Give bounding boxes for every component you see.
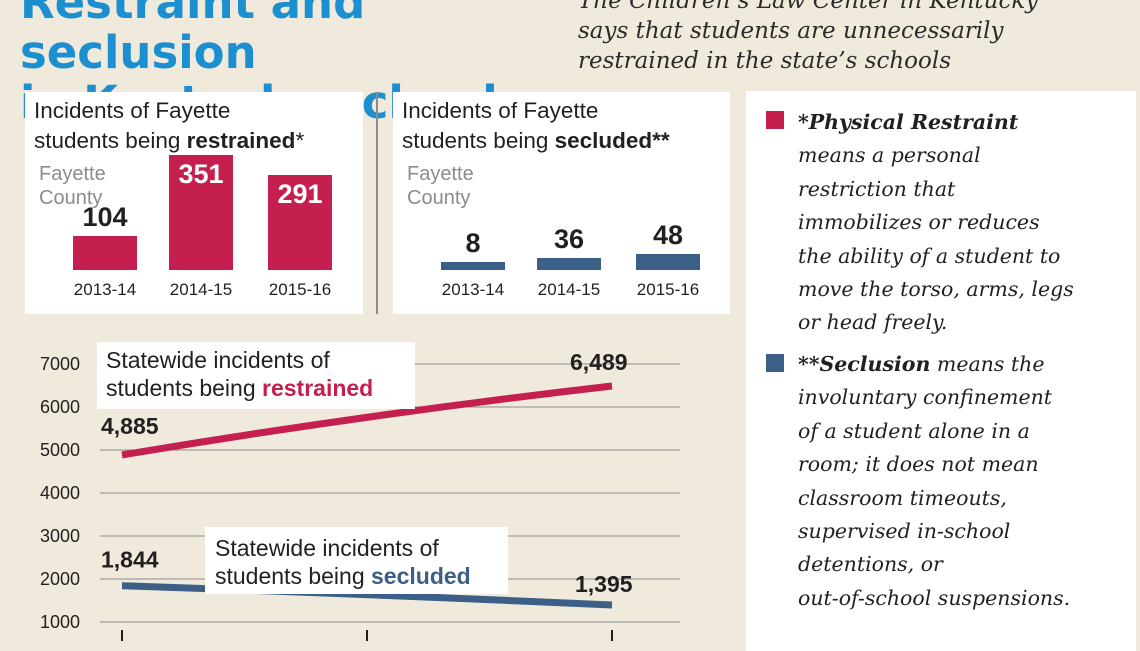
seclusion-start-value-label: 1,844 (101, 547, 159, 573)
seclusion-category-label: 2015-16 (636, 280, 700, 299)
subtitle-line-1: The Children’s Law Center in Kentucky (578, 0, 1039, 14)
restraint-bar-chart: Incidents of Fayette students being rest… (25, 92, 363, 314)
restraint-category-label: 2013-14 (73, 280, 137, 299)
definitions-panel: *Physical Restraint means a personal res… (746, 91, 1136, 651)
y-tick-label: 6000 (40, 397, 80, 417)
restraint-definition: *Physical Restraint means a personal res… (798, 106, 1133, 340)
restraint-definition-line-3: immobilizes or reduces (798, 210, 1040, 235)
seclusion-definition-line-5: supervised in-school (798, 519, 1011, 544)
restraint-title-mark: * (295, 128, 305, 153)
seclusion-title-mark: ** (652, 128, 670, 153)
seclusion-definition-line-4: classroom timeouts, (798, 485, 1007, 510)
restraint-title-line-1: Incidents of Fayette (34, 98, 231, 123)
restraint-value-label: 291 (277, 178, 323, 209)
restraint-legend-swatch (766, 111, 784, 129)
restraint-category-label: 2015-16 (268, 280, 332, 299)
restraint-definition-term-line: *Physical Restraint (798, 106, 1133, 139)
seclusion-definition-first-rest: means the (930, 352, 1045, 376)
panel-divider (376, 92, 378, 314)
y-tick-label: 5000 (40, 440, 80, 460)
restraint-definition-line-4: the ability of a student to (798, 243, 1061, 268)
seclusion-definition-line-7: out-of-school suspensions. (798, 585, 1071, 610)
restraint-county-label: Fayette County (39, 162, 106, 210)
restraint-value-label: 351 (178, 159, 224, 189)
seclusion-title-keyword: secluded (554, 128, 653, 153)
seclusion-definition-line-6: detentions, or (798, 552, 943, 577)
seclusion-callout-line-1: Statewide incidents of (215, 535, 439, 561)
y-tick-label: 4000 (40, 483, 80, 503)
y-tick-label: 7000 (40, 354, 80, 374)
seclusion-definition-line-1: involuntary confinement (798, 385, 1053, 410)
seclusion-county-line-1: Fayette (407, 163, 474, 185)
seclusion-value-label: 36 (553, 224, 585, 255)
subtitle-line-3: restrained in the state’s schools (578, 48, 952, 74)
restraint-callout-lead: students being (106, 375, 262, 401)
restraint-start-value-label: 4,885 (101, 413, 159, 439)
y-tick-label: 1000 (40, 612, 80, 632)
seclusion-callout-line-2: students being secluded (215, 563, 471, 589)
seclusion-bar-chart: Incidents of Fayette students being secl… (393, 92, 730, 314)
restraint-definition-line-5: move the torso, arms, legs (798, 277, 1074, 302)
seclusion-definition: **Seclusion means the involuntary confin… (798, 348, 1133, 615)
restraint-callout-line-1: Statewide incidents of (106, 347, 330, 373)
subtitle-line-2: says that students are unnecessarily (578, 18, 1004, 44)
seclusion-callout-box (205, 527, 508, 594)
restraint-definition-line-1: means a personal (798, 143, 981, 168)
seclusion-definition-term-line: **Seclusion means the (798, 348, 1133, 381)
seclusion-county-line-2: County (407, 187, 471, 209)
restraint-category-label: 2014-15 (169, 280, 233, 299)
seclusion-bar-2013-14 (441, 262, 505, 270)
restraint-title-keyword: restrained (186, 128, 296, 153)
restraint-series-line (121, 382, 613, 459)
title-line-1: Restraint and seclusion (20, 0, 366, 79)
seclusion-value-label: 48 (652, 220, 684, 251)
restraint-bar-2014-15 (169, 155, 233, 270)
seclusion-callout-keyword: secluded (371, 563, 471, 589)
seclusion-title-line-1: Incidents of Fayette (402, 98, 599, 123)
restraint-end-value-label: 6,489 (570, 349, 628, 375)
seclusion-chart-title: Incidents of Fayette students being secl… (402, 96, 670, 156)
seclusion-definition-term: **Seclusion (798, 352, 931, 376)
seclusion-legend-swatch (766, 354, 784, 372)
restraint-bar-2013-14 (73, 235, 137, 270)
infographic-subtitle: The Children’s Law Center in Kentucky sa… (578, 0, 1138, 76)
restraint-definition-line-6: or head freely. (798, 310, 948, 335)
restraint-county-line-1: Fayette (39, 163, 106, 185)
seclusion-title-lead: students being (402, 128, 555, 153)
restraint-callout-keyword: restrained (262, 375, 373, 401)
seclusion-series-line (121, 582, 613, 609)
restraint-callout-box (97, 342, 415, 409)
statewide-line-chart: 1000 2000 3000 4000 5000 6000 7000 4,885 6,489 1,… (40, 342, 680, 641)
seclusion-bar-2014-15 (537, 258, 601, 270)
restraint-title-line-2: students being restrained* (34, 126, 304, 156)
restraint-definition-term: *Physical Restraint (798, 110, 1019, 134)
restraint-value-label: 104 (82, 201, 128, 232)
restraint-chart-title: Incidents of Fayette students being rest… (34, 96, 304, 156)
restraint-title-lead: students being (34, 128, 187, 153)
restraint-callout-line-2: students being restrained (106, 375, 373, 401)
restraint-county-line-2: County (39, 187, 103, 209)
seclusion-category-label: 2013-14 (441, 280, 505, 299)
y-tick-label: 2000 (40, 569, 80, 589)
restraint-definition-line-2: restriction that (798, 176, 956, 201)
y-tick-label: 3000 (40, 526, 80, 546)
seclusion-bar-2015-16 (636, 254, 700, 270)
seclusion-title-line-2: students being secluded** (402, 126, 670, 156)
seclusion-definition-line-3: room; it does not mean (798, 452, 1039, 477)
seclusion-county-label: Fayette County (407, 162, 474, 210)
seclusion-end-value-label: 1,395 (575, 571, 633, 597)
seclusion-value-label: 8 (465, 228, 481, 258)
restraint-bar-2015-16 (268, 174, 332, 270)
seclusion-category-label: 2014-15 (537, 280, 601, 299)
seclusion-callout-lead: students being (215, 563, 371, 589)
seclusion-definition-line-2: of a student alone in a (798, 418, 1030, 443)
